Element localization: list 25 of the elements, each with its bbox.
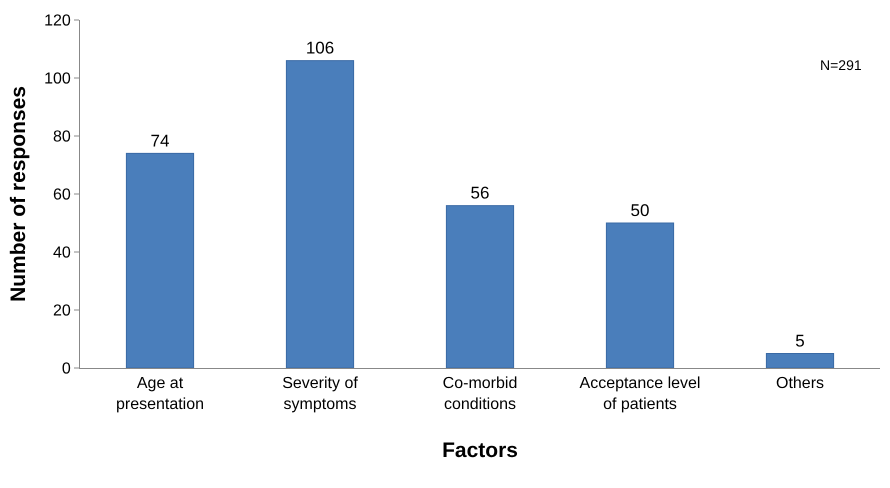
x-axis-title: Factors — [442, 439, 518, 462]
bar — [606, 222, 674, 368]
data-label: 56 — [470, 184, 490, 203]
y-axis-title: Number of responses — [7, 86, 30, 302]
bar — [766, 353, 834, 368]
y-tick-label: 120 — [44, 12, 71, 30]
y-tick-label: 100 — [44, 70, 71, 88]
x-tick-label: Acceptance level of patients — [580, 375, 700, 413]
y-tick-label: 0 — [62, 360, 71, 378]
x-tick-label: Severity of symptoms — [282, 375, 358, 413]
data-label: 5 — [795, 332, 805, 350]
y-tick-label: 40 — [53, 244, 71, 262]
y-tick-label: 60 — [53, 186, 71, 204]
x-tick-label: Age at presentation — [116, 375, 204, 413]
y-tick-label: 80 — [53, 128, 71, 146]
data-label: 50 — [630, 201, 650, 220]
x-tick-label: Co-morbid conditions — [442, 375, 518, 413]
data-label: 74 — [150, 131, 170, 150]
bar — [286, 60, 354, 368]
bar — [126, 152, 194, 368]
bar — [446, 205, 514, 368]
annotation: N=291 — [820, 57, 862, 73]
x-tick-label: Others — [776, 375, 824, 392]
data-label: 106 — [306, 38, 334, 58]
y-tick-label: 20 — [53, 302, 71, 320]
